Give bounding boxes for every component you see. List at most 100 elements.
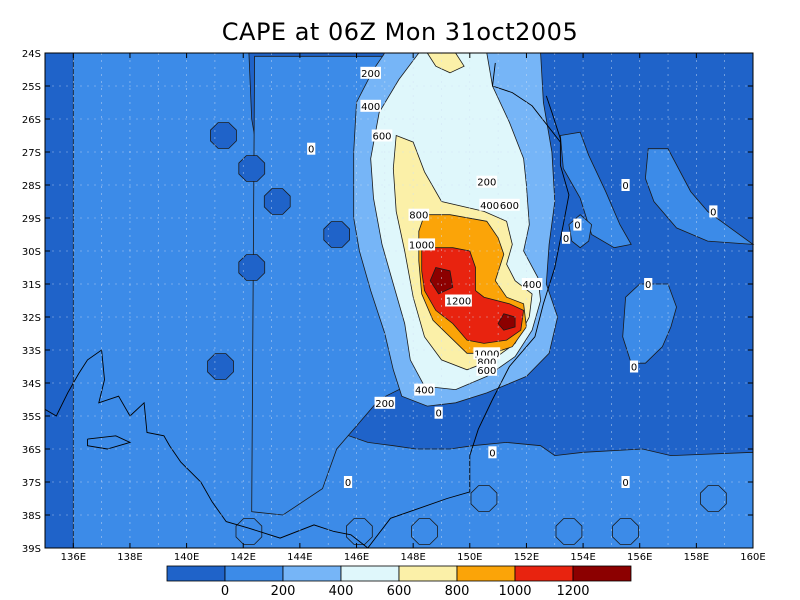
cape-blob	[700, 485, 727, 512]
contour-label-bg	[360, 99, 381, 112]
colorbar-label: 400	[329, 584, 354, 599]
contour-label-bg	[629, 360, 639, 373]
cape-blob	[210, 122, 237, 149]
lon-tick-label: 150E	[457, 552, 482, 563]
longitude-axis: 136E 138E 140E 142E 144E 146E 148E 150E 152E 154E…	[61, 53, 766, 563]
lat-tick-label: 24S	[22, 49, 41, 60]
chart-title: CAPE at 06Z Mon 31oct2005	[221, 18, 579, 46]
lat-tick-label: 29S	[22, 214, 41, 225]
cape-region-0-200-e	[622, 283, 677, 364]
cape-region-0-200-c	[559, 131, 632, 249]
contour-label-bg	[709, 205, 718, 218]
cape-blob	[411, 518, 438, 545]
contour-label: 200	[375, 399, 394, 410]
contour-label: 1000	[474, 349, 499, 360]
lat-tick-label: 35S	[22, 412, 41, 423]
lat-tick-label: 27S	[22, 148, 41, 159]
cape-blob	[263, 188, 291, 215]
colorbar-swatch	[166, 565, 226, 582]
contour-label-bg	[561, 231, 571, 244]
cape-region-1200-plus	[429, 267, 454, 295]
lon-tick-label: 146E	[344, 552, 369, 563]
contour-label: 1000	[409, 240, 434, 251]
contour-label-bg	[644, 278, 653, 290]
lat-tick-label: 31S	[22, 280, 41, 291]
contour-label: 600	[477, 366, 496, 377]
lon-tick-label: 140E	[174, 552, 199, 563]
contour-label-bg	[445, 294, 472, 307]
contour-label: 0	[631, 363, 637, 374]
contour-label-bg	[360, 66, 381, 79]
lon-tick-label: 148E	[400, 552, 425, 563]
latitude-axis: 24S 25S 26S 27S 28S 29S 30S 31S 32S 33S 34S 35S 36S 3…	[22, 49, 753, 555]
lat-tick-label: 26S	[22, 115, 41, 126]
contour-label: 0	[574, 221, 580, 232]
lat-tick-label: 25S	[22, 82, 41, 93]
contour-label: 400	[480, 201, 499, 212]
contour-label: 1200	[446, 297, 471, 308]
lat-tick-label: 36S	[22, 445, 41, 456]
contour-label: 0	[563, 234, 569, 245]
contour-label-bg	[374, 396, 396, 409]
colorbar-label: 0	[221, 584, 229, 599]
colorbar-label: 600	[387, 584, 412, 599]
cape-blob	[238, 155, 266, 182]
contour-label: 200	[477, 178, 496, 189]
contour-label: 0	[435, 409, 441, 420]
contour-label-bg	[499, 198, 520, 211]
contour-label: 400	[361, 102, 380, 113]
contour-label: 0	[710, 207, 716, 218]
contour-label: 0	[489, 448, 495, 459]
contour-label: 400	[415, 386, 434, 397]
contour-label-bg	[434, 406, 443, 419]
lon-tick-label: 154E	[570, 552, 595, 563]
colorbar-label: 1200	[556, 584, 589, 599]
contour-label-bg	[476, 363, 498, 376]
lon-tick-label: 138E	[117, 552, 142, 563]
contour-label: 0	[645, 280, 651, 291]
colorbar-swatch	[398, 565, 458, 582]
contour-label-bg	[488, 446, 497, 459]
contour-label: 0	[308, 145, 314, 156]
cape-blob	[345, 518, 373, 545]
contour-label: 0	[622, 181, 628, 192]
contour-label-bg	[408, 208, 430, 221]
cape-blob	[612, 518, 639, 545]
cape-region-1200-plus-b	[497, 313, 516, 331]
lon-tick-label: 158E	[684, 552, 709, 563]
contour-label-bg	[307, 142, 316, 155]
colorbar-swatch	[572, 565, 632, 582]
contour-label: 400	[523, 280, 542, 291]
contour-label: 0	[345, 478, 351, 489]
contour-label-bg	[621, 179, 630, 191]
lat-tick-label: 33S	[22, 346, 41, 357]
contour-label-bg	[573, 218, 582, 231]
contour-label: 200	[361, 69, 380, 80]
lon-tick-label: 142E	[231, 552, 256, 563]
contour-label-bg	[521, 278, 543, 290]
contour-label: 800	[477, 358, 496, 369]
lon-tick-label: 152E	[514, 552, 539, 563]
colorbar-label: 200	[271, 584, 296, 599]
lat-tick-label: 34S	[22, 379, 41, 390]
contour-label-bg	[621, 476, 630, 488]
lon-tick-label: 156E	[627, 552, 652, 563]
lat-tick-label: 30S	[22, 247, 41, 258]
lon-tick-label: 136E	[61, 552, 86, 563]
contour-label-bg	[414, 383, 435, 396]
kangaroo-island-coastline	[87, 435, 132, 450]
contour-label-bg	[343, 476, 353, 488]
colorbar-swatch	[514, 565, 574, 582]
colorbar-swatch	[224, 565, 284, 582]
colorbar-label: 1000	[498, 584, 531, 599]
contour-label: 0	[622, 478, 628, 489]
contour-label-bg	[408, 238, 436, 251]
contour-label: 600	[500, 201, 519, 212]
colorbar: 0 200 400 600 800 1000 1200	[166, 565, 632, 599]
lon-tick-label: 160E	[740, 552, 765, 563]
cape-blob	[555, 518, 583, 545]
cape-blob	[470, 485, 498, 512]
colorbar-swatch	[456, 565, 516, 582]
lat-tick-label: 32S	[22, 313, 41, 324]
